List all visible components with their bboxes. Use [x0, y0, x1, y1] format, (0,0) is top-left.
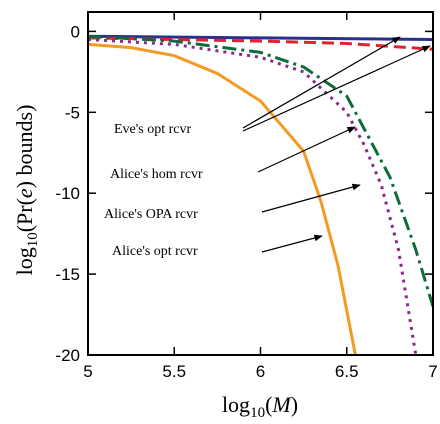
annotation-arrow	[257, 126, 356, 173]
frame	[87, 11, 434, 356]
xlabel: log10(M)	[222, 392, 298, 421]
label-part: ) bounds)	[12, 105, 37, 189]
line	[88, 42, 357, 355]
y-tick-label: -5	[65, 103, 80, 122]
y-tick-label: -15	[55, 265, 80, 284]
x-tick-label: 6.5	[335, 362, 359, 381]
label-part: M	[271, 392, 292, 417]
annotation: Alice's hom rcvr	[110, 167, 203, 182]
label-part: e	[12, 188, 37, 198]
x-tick-label: 7	[428, 362, 437, 381]
line	[88, 34, 433, 307]
label-part: log	[222, 392, 250, 417]
annotation-arrow	[242, 36, 401, 129]
y-tick-label: 0	[71, 22, 80, 41]
annotation: Alice's opt rcvr	[112, 244, 198, 259]
annotation-arrow	[261, 234, 323, 253]
line	[88, 34, 433, 41]
label-part: 10	[250, 405, 265, 421]
annotation-arrow	[261, 183, 361, 213]
label-part: 10	[25, 232, 41, 247]
x-tick-label: 6	[256, 362, 265, 381]
x-tick-label: 5	[83, 362, 92, 381]
x-tick-label: 5.5	[162, 362, 186, 381]
annotation: Alice's OPA rcvr	[104, 207, 198, 222]
line	[88, 38, 418, 355]
y-tick-label: -20	[55, 346, 80, 365]
ylabel: log10(Pr(e) bounds)	[12, 105, 41, 276]
label-part: log	[12, 247, 37, 275]
y-tick-label: -10	[55, 184, 80, 203]
label-part: (	[265, 392, 272, 417]
annotation: Eve's opt rcvr	[114, 122, 192, 137]
annotation-arrow	[242, 45, 431, 132]
label-part: )	[291, 392, 298, 417]
label-part: (Pr(	[12, 198, 37, 232]
